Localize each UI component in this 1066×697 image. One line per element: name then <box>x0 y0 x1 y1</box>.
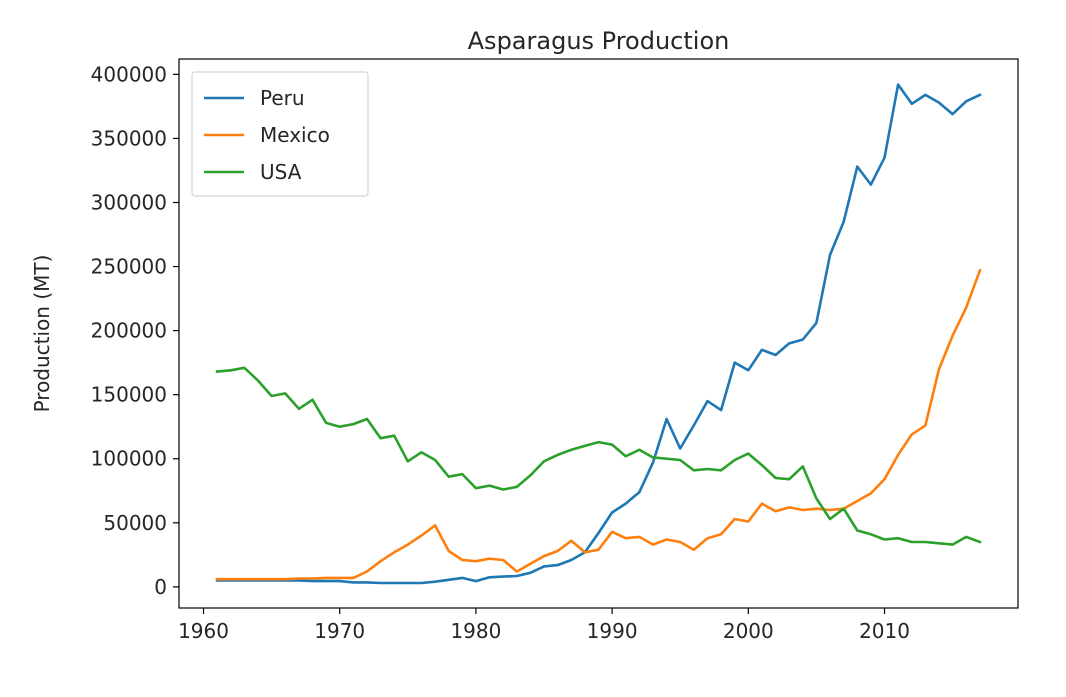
y-tick-label: 250000 <box>91 255 167 279</box>
x-tick-label: 1990 <box>587 619 638 643</box>
x-tick-label: 1980 <box>450 619 501 643</box>
chart-title: Asparagus Production <box>468 27 730 55</box>
legend-label-peru: Peru <box>260 86 305 110</box>
series-line-usa <box>215 366 982 546</box>
x-axis: 1960 1970 1980 1990 2000 2010 <box>178 608 910 643</box>
x-tick-label: 2010 <box>859 619 910 643</box>
series-layer <box>215 83 982 585</box>
y-axis: 0 50000 100000 150000 200000 250000 300000 3500… <box>91 62 179 599</box>
legend-label-mexico: Mexico <box>260 123 330 147</box>
series-line-peru <box>215 83 982 585</box>
legend: Peru Mexico USA <box>191 71 369 197</box>
y-tick-label: 350000 <box>91 126 167 150</box>
y-tick-label: 200000 <box>91 319 167 343</box>
y-tick-label: 100000 <box>91 447 167 471</box>
x-tick-label: 2000 <box>723 619 774 643</box>
y-tick-label: 400000 <box>91 62 167 86</box>
y-axis-label: Production (MT) <box>30 255 54 413</box>
y-tick-label: 0 <box>154 575 167 599</box>
y-tick-label: 300000 <box>91 190 167 214</box>
plot-frame <box>178 58 1019 609</box>
x-tick-label: 1970 <box>314 619 365 643</box>
x-tick-label: 1960 <box>178 619 229 643</box>
series-line-mexico <box>215 268 982 581</box>
y-tick-label: 50000 <box>103 511 167 535</box>
legend-box <box>191 71 369 197</box>
legend-label-usa: USA <box>260 160 302 184</box>
y-tick-label: 150000 <box>91 383 167 407</box>
